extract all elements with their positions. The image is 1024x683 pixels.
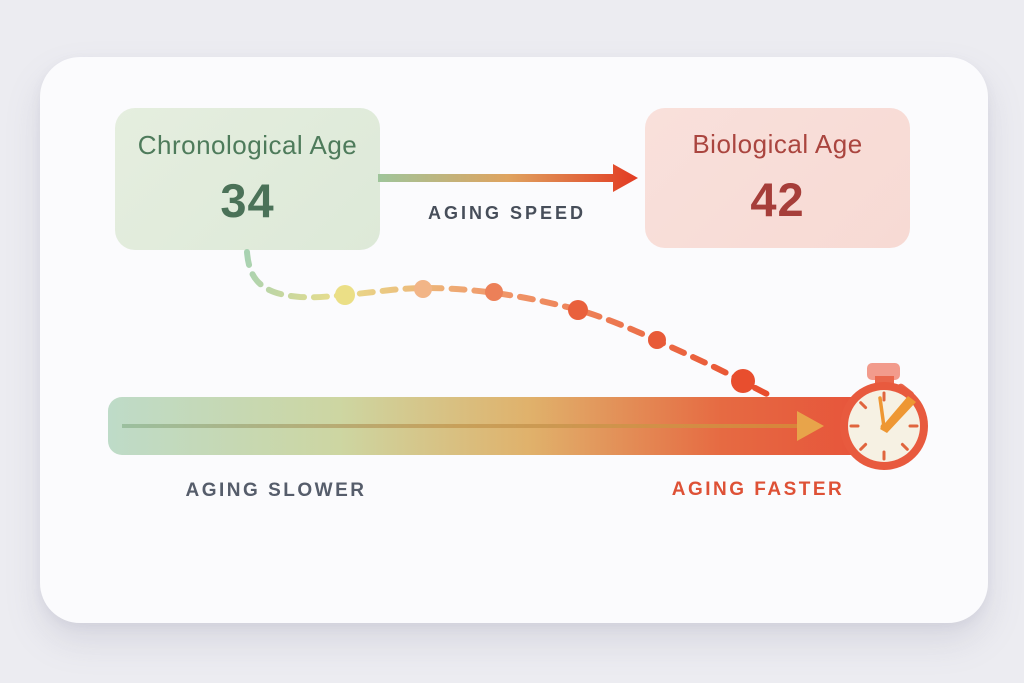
biological-age-value: 42 xyxy=(750,173,805,226)
biological-age-label: Biological Age xyxy=(692,129,863,159)
aging-speed-label: AGING SPEED xyxy=(427,203,587,223)
chronological-age-card: Chronological Age 34 xyxy=(115,108,380,250)
aging-slower-label: AGING SLOWER xyxy=(185,480,367,501)
aging-faster-label: AGING FASTER xyxy=(671,479,845,500)
biological-age-card: Biological Age 42 xyxy=(645,108,910,248)
chronological-age-label: Chronological Age xyxy=(137,130,358,160)
chronological-age-value: 34 xyxy=(220,174,275,227)
